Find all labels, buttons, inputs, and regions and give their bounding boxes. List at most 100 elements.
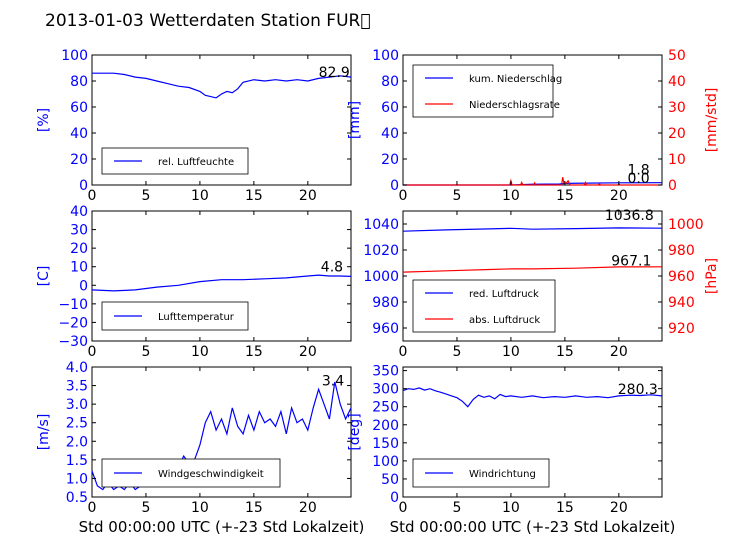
y-right-tick-label: 50 — [668, 48, 686, 64]
x-tick-label: 20 — [610, 344, 628, 360]
x-tick-label: 5 — [141, 344, 150, 360]
legend-label: Windgeschwindigkeit — [158, 469, 264, 480]
y-tick-label: 0 — [79, 178, 88, 194]
y-right-tick-label: 980 — [668, 243, 695, 259]
panel-bottom-left: 0 5 10 15 20 0.5 1.0 1.5 2.0 2.5 3.0 3.5 4.0 [m/s] Std… — [36, 360, 364, 536]
series-line — [402, 387, 663, 408]
x-tick-label: 0 — [88, 344, 97, 360]
legend-label: red. Luftdruck — [469, 289, 539, 300]
x-tick-label: 15 — [245, 500, 263, 516]
x-axis-label: Std 00:00:00 UTC (+-23 Std Lokalzeit) — [390, 518, 676, 536]
x-tick-label: 15 — [556, 188, 574, 204]
y-tick-label: 80 — [381, 74, 399, 90]
value-annotation: 967.1 — [611, 254, 651, 270]
y-tick-label: 350 — [372, 364, 399, 380]
y-tick-label: −10 — [58, 297, 88, 313]
x-tick-label: 15 — [556, 344, 574, 360]
y-tick-label: 300 — [372, 382, 399, 398]
x-tick-label: 0 — [88, 500, 97, 516]
panel-top-right: 0 5 10 15 20 0 20 40 60 80 100 0 10 20 30 40 50 [mm] [mm/s… — [347, 48, 720, 204]
y-tick-label: 40 — [70, 204, 88, 220]
value-annotation: 280.3 — [618, 382, 658, 398]
y-axis-label: [%] — [36, 108, 52, 132]
x-tick-label: 5 — [452, 188, 461, 204]
y-right-axis-label: [mm/std] — [704, 88, 720, 153]
value-annotation: 1036.8 — [605, 208, 654, 224]
y-axis-label: [m/s] — [36, 414, 52, 451]
x-tick-label: 20 — [610, 188, 628, 204]
y-right-axis-label: [hPa] — [704, 258, 720, 294]
x-tick-label: 5 — [141, 500, 150, 516]
legend: Windgeschwindigkeit — [101, 458, 281, 488]
legend: Windrichtung — [412, 458, 550, 488]
x-tick-label: 5 — [452, 500, 461, 516]
x-tick-label: 10 — [191, 188, 209, 204]
y-tick-label: −20 — [58, 315, 88, 331]
value-annotation: 3.4 — [322, 374, 344, 390]
y-right-tick-label: 940 — [668, 295, 695, 311]
x-tick-label: 0 — [88, 188, 97, 204]
y-right-tick-label: 0 — [668, 178, 677, 194]
value-annotation: 4.8 — [321, 259, 343, 275]
y-tick-label: 1020 — [363, 243, 399, 259]
y-right-tick-label: 40 — [668, 74, 686, 90]
legend-label: kum. Niederschlag — [469, 74, 562, 85]
y-tick-label: 60 — [70, 100, 88, 116]
value-annotation: 0.0 — [627, 171, 649, 187]
y-tick-label: 100 — [372, 454, 399, 470]
y-tick-label: 0 — [79, 278, 88, 294]
x-axis-label: Std 00:00:00 UTC (+-23 Std Lokalzeit) — [79, 518, 365, 536]
x-tick-label: 20 — [299, 500, 317, 516]
y-tick-label: 60 — [381, 100, 399, 116]
x-tick-label: 20 — [299, 188, 317, 204]
x-tick-label: 10 — [191, 344, 209, 360]
y-tick-label: 960 — [372, 321, 399, 337]
x-tick-label: 10 — [191, 500, 209, 516]
y-tick-label: 20 — [70, 152, 88, 168]
y-tick-label: 40 — [381, 126, 399, 142]
y-tick-label: 40 — [70, 126, 88, 142]
x-tick-label: 15 — [245, 344, 263, 360]
y-tick-label: 20 — [70, 241, 88, 257]
y-tick-label: 80 — [70, 74, 88, 90]
y-axis-label: [C] — [36, 266, 52, 287]
y-tick-label: 0.5 — [66, 490, 88, 506]
legend-label: Niederschlagsrate — [469, 100, 560, 111]
value-annotation: 82.9 — [319, 65, 350, 81]
series-line — [402, 266, 663, 273]
y-axis-label: [mm] — [347, 101, 363, 139]
legend: red. Luftdruck abs. Luftdruck — [412, 279, 556, 333]
x-tick-label: 20 — [299, 344, 317, 360]
x-tick-label: 0 — [399, 344, 408, 360]
y-tick-label: 3.0 — [66, 397, 88, 413]
y-right-tick-label: 10 — [668, 152, 686, 168]
y-right-tick-label: 20 — [668, 126, 686, 142]
y-tick-label: 1.5 — [66, 453, 88, 469]
x-tick-label: 0 — [399, 500, 408, 516]
legend-box — [412, 64, 554, 118]
y-tick-label: 10 — [70, 260, 88, 276]
y-tick-label: 1.0 — [66, 471, 88, 487]
y-tick-label: 0 — [390, 490, 399, 506]
y-tick-label: 20 — [381, 152, 399, 168]
panel-middle-left: 0 5 10 15 20 −30 −20 −10 0 10 20 30 40 [C] Lufttempera… — [36, 204, 352, 360]
legend-box — [412, 279, 556, 333]
series-line — [92, 72, 352, 99]
figure-title: 2013-01-03 Wetterdaten Station FUR  — [45, 11, 371, 31]
y-tick-label: 100 — [372, 48, 399, 64]
y-tick-label: 100 — [61, 48, 88, 64]
x-tick-label: 5 — [452, 344, 461, 360]
legend: rel. Luftfeuchte — [101, 147, 249, 175]
panel-middle-right: 0 5 10 15 20 960 980 1000 1020 1040 920 940 960 980 10… — [363, 208, 720, 360]
y-right-tick-label: 920 — [668, 321, 695, 337]
panel-top-left: 0 5 10 15 20 0 20 40 60 80 100 [%] rel. Luftfeuchte 8… — [36, 48, 352, 204]
x-tick-label: 0 — [399, 188, 408, 204]
y-tick-label: 0 — [390, 178, 399, 194]
y-tick-label: 50 — [381, 472, 399, 488]
y-right-tick-label: 30 — [668, 100, 686, 116]
legend-label: Windrichtung — [469, 469, 536, 480]
y-tick-label: 250 — [372, 400, 399, 416]
